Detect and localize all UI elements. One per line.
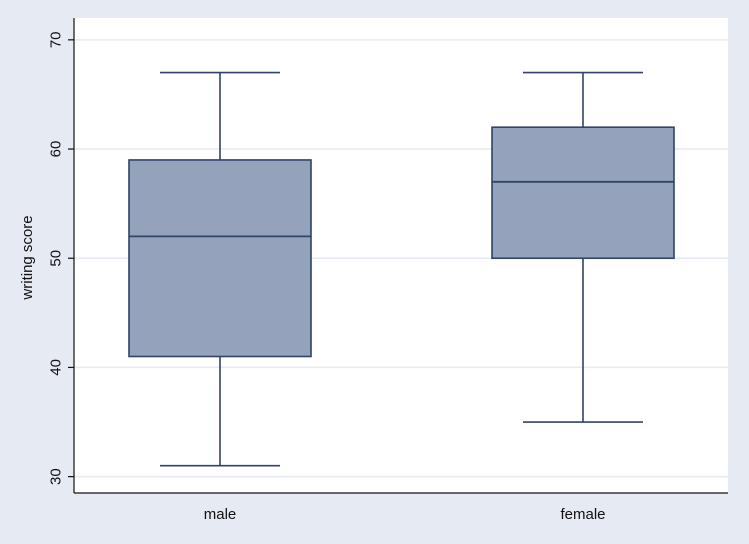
y-tick-label-30: 30 (48, 468, 65, 485)
y-axis-title: writing score (19, 215, 36, 300)
iqr-box-male (128, 159, 312, 358)
box-male (128, 71, 312, 467)
y-tick-label-70: 70 (48, 31, 65, 48)
y-tick-label-50: 50 (48, 250, 65, 267)
iqr-box-female (491, 126, 675, 260)
x-axis-ticks: male female (204, 506, 606, 523)
y-tick-label-40: 40 (48, 359, 65, 376)
box-series (128, 71, 675, 467)
y-axis-ticks: 30 40 50 60 70 (48, 31, 74, 485)
x-tick-label-female: female (560, 506, 605, 523)
x-tick-label-male: male (204, 506, 237, 523)
y-tick-label-60: 60 (48, 141, 65, 158)
box-female (491, 71, 675, 423)
